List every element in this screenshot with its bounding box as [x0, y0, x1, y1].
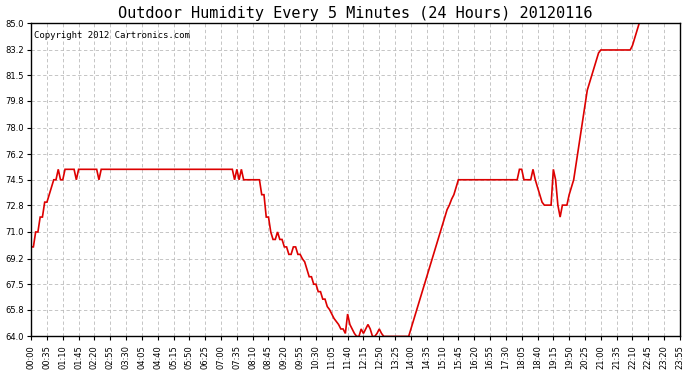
Text: Copyright 2012 Cartronics.com: Copyright 2012 Cartronics.com: [34, 31, 190, 40]
Title: Outdoor Humidity Every 5 Minutes (24 Hours) 20120116: Outdoor Humidity Every 5 Minutes (24 Hou…: [118, 6, 593, 21]
